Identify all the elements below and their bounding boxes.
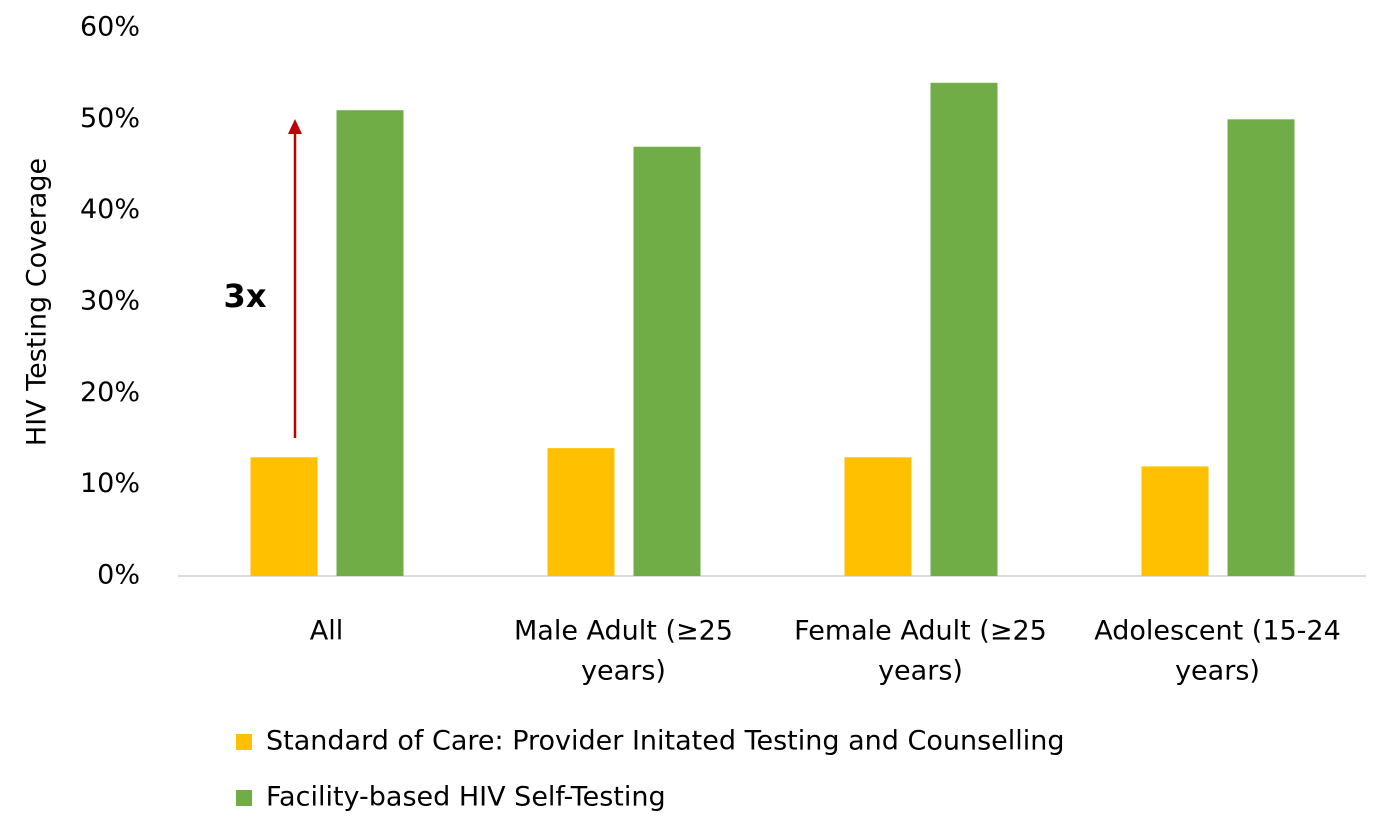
legend-swatch	[236, 790, 252, 806]
bar	[844, 457, 912, 576]
x-tick-label: years)	[878, 656, 963, 687]
annotation-arrowhead	[288, 119, 302, 134]
y-tick-label: 60%	[80, 12, 140, 43]
y-tick-label: 50%	[80, 103, 140, 134]
bar	[336, 110, 404, 576]
y-tick-label: 40%	[80, 194, 140, 225]
x-tick-label: Male Adult (≥25	[514, 616, 733, 647]
y-tick-label: 20%	[80, 377, 140, 408]
bar	[250, 457, 318, 576]
legend-label: Facility-based HIV Self-Testing	[266, 782, 666, 813]
y-tick-label: 0%	[97, 560, 140, 591]
bar	[1227, 119, 1295, 576]
legend-swatch	[236, 734, 252, 750]
y-tick-label: 30%	[80, 286, 140, 317]
bar	[547, 448, 615, 576]
x-tick-label: All	[310, 616, 343, 647]
legend-label: Standard of Care: Provider Initated Test…	[266, 726, 1065, 757]
bar	[930, 82, 998, 577]
x-tick-label: years)	[1175, 656, 1260, 687]
bar	[1141, 466, 1209, 576]
x-tick-label: years)	[581, 656, 666, 687]
x-tick-label: Adolescent (15-24	[1094, 616, 1341, 647]
x-tick-label: Female Adult (≥25	[794, 616, 1047, 647]
annotation: 3x	[224, 277, 267, 315]
y-tick-label: 10%	[80, 468, 140, 499]
y-axis-label: HIV Testing Coverage	[22, 158, 53, 446]
bar	[633, 146, 701, 576]
